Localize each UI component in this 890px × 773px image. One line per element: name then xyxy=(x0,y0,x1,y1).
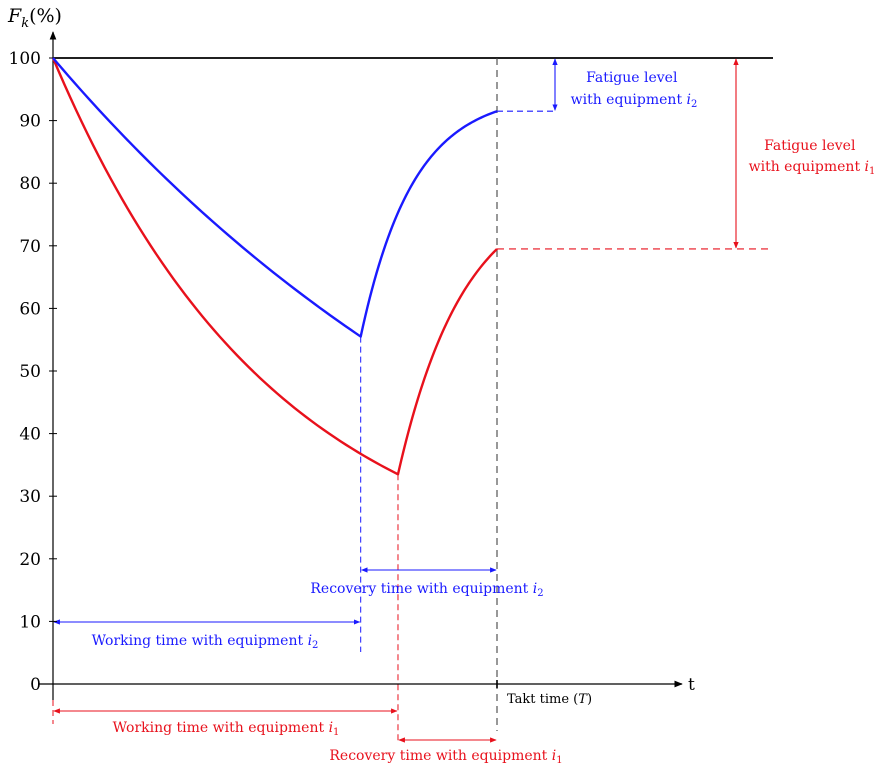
recovery-i2-label: Recovery time with equipment i2 xyxy=(310,581,543,599)
x-axis-label: t xyxy=(688,675,695,695)
y-tick-label: 10 xyxy=(19,612,41,632)
curve-i2 xyxy=(52,57,498,338)
y-tick-label: 30 xyxy=(19,487,41,507)
y-tick-label: 80 xyxy=(19,174,41,194)
fatigue-i1-label: Fatigue level with equipment i1 xyxy=(749,138,876,177)
y-tick-label: 0 xyxy=(30,675,41,695)
annotations: Fatigue level with equipment i2 Fatigue … xyxy=(92,70,876,766)
takt-time-label: Takt time (T) xyxy=(507,692,592,707)
fatigue-i2-label: Fatigue level with equipment i2 xyxy=(571,70,698,110)
axes: Fk(%) t Takt time (T) xyxy=(7,5,695,707)
curve-i1 xyxy=(51,57,498,476)
y-tick-label: 20 xyxy=(19,550,41,570)
y-tick-label: 70 xyxy=(19,237,41,257)
fatigue-curves xyxy=(51,57,498,476)
y-axis-label: Fk(%) xyxy=(7,5,62,31)
working-i2-label: Working time with equipment i2 xyxy=(92,633,319,651)
y-tick-label: 40 xyxy=(19,425,41,445)
working-i1-label: Working time with equipment i1 xyxy=(113,720,340,738)
y-tick-label: 90 xyxy=(19,112,41,132)
guide-lines xyxy=(52,57,773,743)
y-tick-labels: 0 10 20 30 40 50 60 70 80 90 100 xyxy=(9,49,57,695)
recovery-i1-label: Recovery time with equipment i1 xyxy=(329,748,562,766)
y-tick-label: 50 xyxy=(19,362,41,382)
y-tick-label: 100 xyxy=(9,49,41,69)
y-tick-label: 60 xyxy=(19,299,41,319)
